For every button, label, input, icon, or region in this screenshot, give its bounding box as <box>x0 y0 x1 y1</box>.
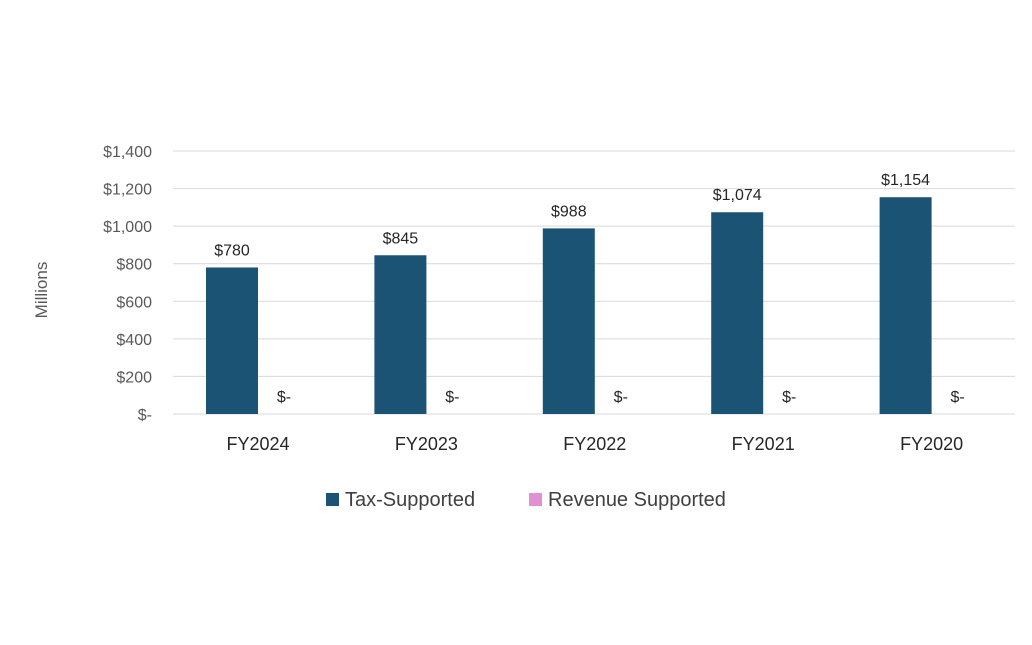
legend-label: Tax-Supported <box>345 489 475 511</box>
y-tick-label: $- <box>138 407 152 424</box>
y-tick-label: $600 <box>116 294 152 311</box>
legend-label: Revenue Supported <box>548 489 726 511</box>
legend-swatch <box>529 493 542 506</box>
y-tick-label: $1,200 <box>103 182 152 199</box>
x-tick-label: FY2024 <box>226 434 289 454</box>
data-label: $- <box>445 389 459 406</box>
y-tick-label: $800 <box>116 257 152 274</box>
y-tick-label: $400 <box>116 332 152 349</box>
bars: $780 $- $845 $- $988 $- $1,074 $- $1,154 $- <box>206 172 965 414</box>
y-axis-label: Millions <box>32 262 51 319</box>
legend: Tax-Supported Revenue Supported <box>326 489 726 511</box>
data-label: $- <box>277 389 291 406</box>
data-label: $1,074 <box>713 187 762 204</box>
data-label: $1,154 <box>881 172 930 189</box>
y-tick-label: $1,000 <box>103 219 152 236</box>
bar-tax-supported <box>542 228 595 414</box>
x-axis-ticks: FY2024 FY2023 FY2022 FY2021 FY2020 <box>226 434 963 454</box>
x-tick-label: FY2022 <box>563 434 626 454</box>
data-label: $- <box>782 389 796 406</box>
y-axis-ticks: $- $200 $400 $600 $800 $1,000 $1,200 $1,400 <box>103 144 152 424</box>
y-tick-label: $200 <box>116 369 152 386</box>
legend-swatch <box>326 493 339 506</box>
data-label: $845 <box>383 230 419 247</box>
x-tick-label: FY2020 <box>900 434 963 454</box>
data-label: $- <box>614 389 628 406</box>
bar-tax-supported <box>711 212 764 414</box>
data-label: $988 <box>551 203 587 220</box>
data-label: $780 <box>214 242 250 259</box>
x-tick-label: FY2021 <box>732 434 795 454</box>
bar-tax-supported <box>879 197 932 414</box>
data-label: $- <box>950 389 964 406</box>
x-tick-label: FY2023 <box>395 434 458 454</box>
y-tick-label: $1,400 <box>103 144 152 161</box>
bar-tax-supported <box>374 255 427 414</box>
bar-tax-supported <box>206 267 258 414</box>
